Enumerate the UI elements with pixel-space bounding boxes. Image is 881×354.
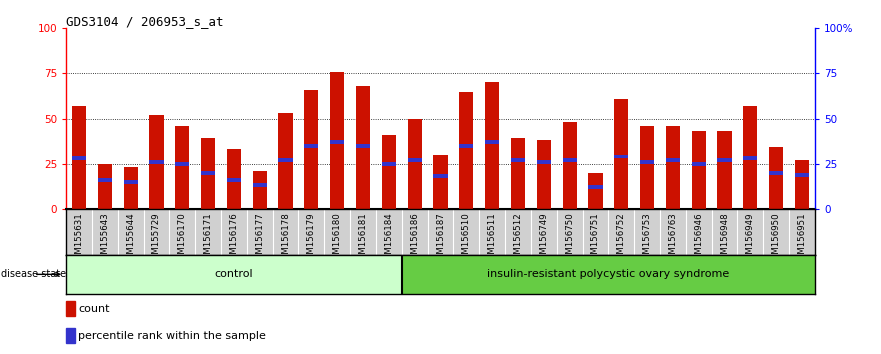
Bar: [562, 158, 577, 162]
Bar: [795, 160, 809, 209]
Bar: [123, 180, 137, 184]
Bar: [356, 144, 370, 148]
Text: count: count: [78, 304, 110, 314]
Bar: [511, 158, 525, 162]
Bar: [72, 106, 86, 209]
Bar: [66, 328, 75, 343]
Text: GSM156751: GSM156751: [591, 212, 600, 265]
Bar: [744, 106, 758, 209]
Text: GSM156179: GSM156179: [307, 212, 316, 265]
Text: GSM156180: GSM156180: [333, 212, 342, 265]
Bar: [640, 160, 655, 164]
Bar: [150, 160, 164, 164]
Bar: [253, 171, 267, 209]
Text: percentile rank within the sample: percentile rank within the sample: [78, 331, 266, 341]
Text: GSM156951: GSM156951: [797, 212, 806, 265]
Text: GSM156176: GSM156176: [229, 212, 239, 265]
Bar: [278, 158, 292, 162]
Bar: [253, 183, 267, 187]
Text: disease state: disease state: [2, 269, 66, 279]
Bar: [330, 72, 344, 209]
Bar: [381, 135, 396, 209]
Bar: [744, 156, 758, 160]
Text: GSM156752: GSM156752: [617, 212, 626, 265]
Bar: [562, 122, 577, 209]
Bar: [614, 154, 628, 159]
Bar: [408, 158, 422, 162]
Text: GSM156753: GSM156753: [642, 212, 652, 265]
Text: GSM156177: GSM156177: [255, 212, 264, 265]
Bar: [769, 148, 783, 209]
Bar: [226, 178, 241, 182]
Bar: [408, 119, 422, 209]
Text: GSM155631: GSM155631: [75, 212, 84, 265]
Text: GSM156510: GSM156510: [462, 212, 470, 265]
Bar: [226, 149, 241, 209]
Bar: [304, 144, 319, 148]
Text: GSM156749: GSM156749: [539, 212, 548, 265]
Text: GSM156178: GSM156178: [281, 212, 290, 265]
Bar: [485, 140, 500, 144]
Bar: [123, 167, 137, 209]
Bar: [356, 86, 370, 209]
Bar: [692, 131, 706, 209]
Bar: [511, 138, 525, 209]
Bar: [537, 160, 551, 164]
Bar: [402, 255, 815, 294]
Bar: [459, 92, 473, 209]
Bar: [433, 155, 448, 209]
Text: GSM155643: GSM155643: [100, 212, 109, 265]
Bar: [459, 144, 473, 148]
Bar: [175, 126, 189, 209]
Bar: [666, 126, 680, 209]
Bar: [98, 164, 112, 209]
Text: GSM156181: GSM156181: [359, 212, 367, 265]
Text: GSM156763: GSM156763: [669, 212, 677, 265]
Bar: [304, 90, 319, 209]
Text: GSM156184: GSM156184: [384, 212, 393, 265]
Bar: [537, 140, 551, 209]
Bar: [330, 140, 344, 144]
Bar: [433, 175, 448, 178]
Bar: [614, 99, 628, 209]
Bar: [150, 115, 164, 209]
Text: GSM156187: GSM156187: [436, 212, 445, 265]
Text: insulin-resistant polycystic ovary syndrome: insulin-resistant polycystic ovary syndr…: [487, 269, 729, 279]
Text: GSM156512: GSM156512: [514, 212, 522, 265]
Text: GSM156170: GSM156170: [178, 212, 187, 265]
Bar: [485, 82, 500, 209]
Text: GSM155729: GSM155729: [152, 212, 161, 265]
Bar: [795, 172, 809, 177]
Text: control: control: [215, 269, 253, 279]
Text: GSM156946: GSM156946: [694, 212, 703, 265]
Bar: [640, 126, 655, 209]
Text: GSM156948: GSM156948: [720, 212, 729, 265]
Bar: [381, 162, 396, 166]
Bar: [201, 171, 215, 175]
Bar: [278, 113, 292, 209]
Bar: [66, 301, 75, 316]
Text: GSM156186: GSM156186: [411, 212, 419, 265]
Text: GSM156750: GSM156750: [565, 212, 574, 265]
Bar: [666, 158, 680, 162]
Bar: [98, 178, 112, 182]
Bar: [66, 255, 402, 294]
Bar: [769, 171, 783, 175]
Bar: [717, 158, 731, 162]
Text: GSM156949: GSM156949: [746, 212, 755, 265]
Bar: [692, 162, 706, 166]
Bar: [72, 156, 86, 160]
Text: GDS3104 / 206953_s_at: GDS3104 / 206953_s_at: [66, 15, 224, 28]
Text: GSM156950: GSM156950: [772, 212, 781, 265]
Text: GSM156171: GSM156171: [204, 212, 212, 265]
Bar: [175, 162, 189, 166]
Bar: [717, 131, 731, 209]
Text: GSM156511: GSM156511: [488, 212, 497, 265]
Bar: [589, 185, 603, 189]
Bar: [589, 173, 603, 209]
Text: GSM155644: GSM155644: [126, 212, 135, 265]
Bar: [201, 138, 215, 209]
